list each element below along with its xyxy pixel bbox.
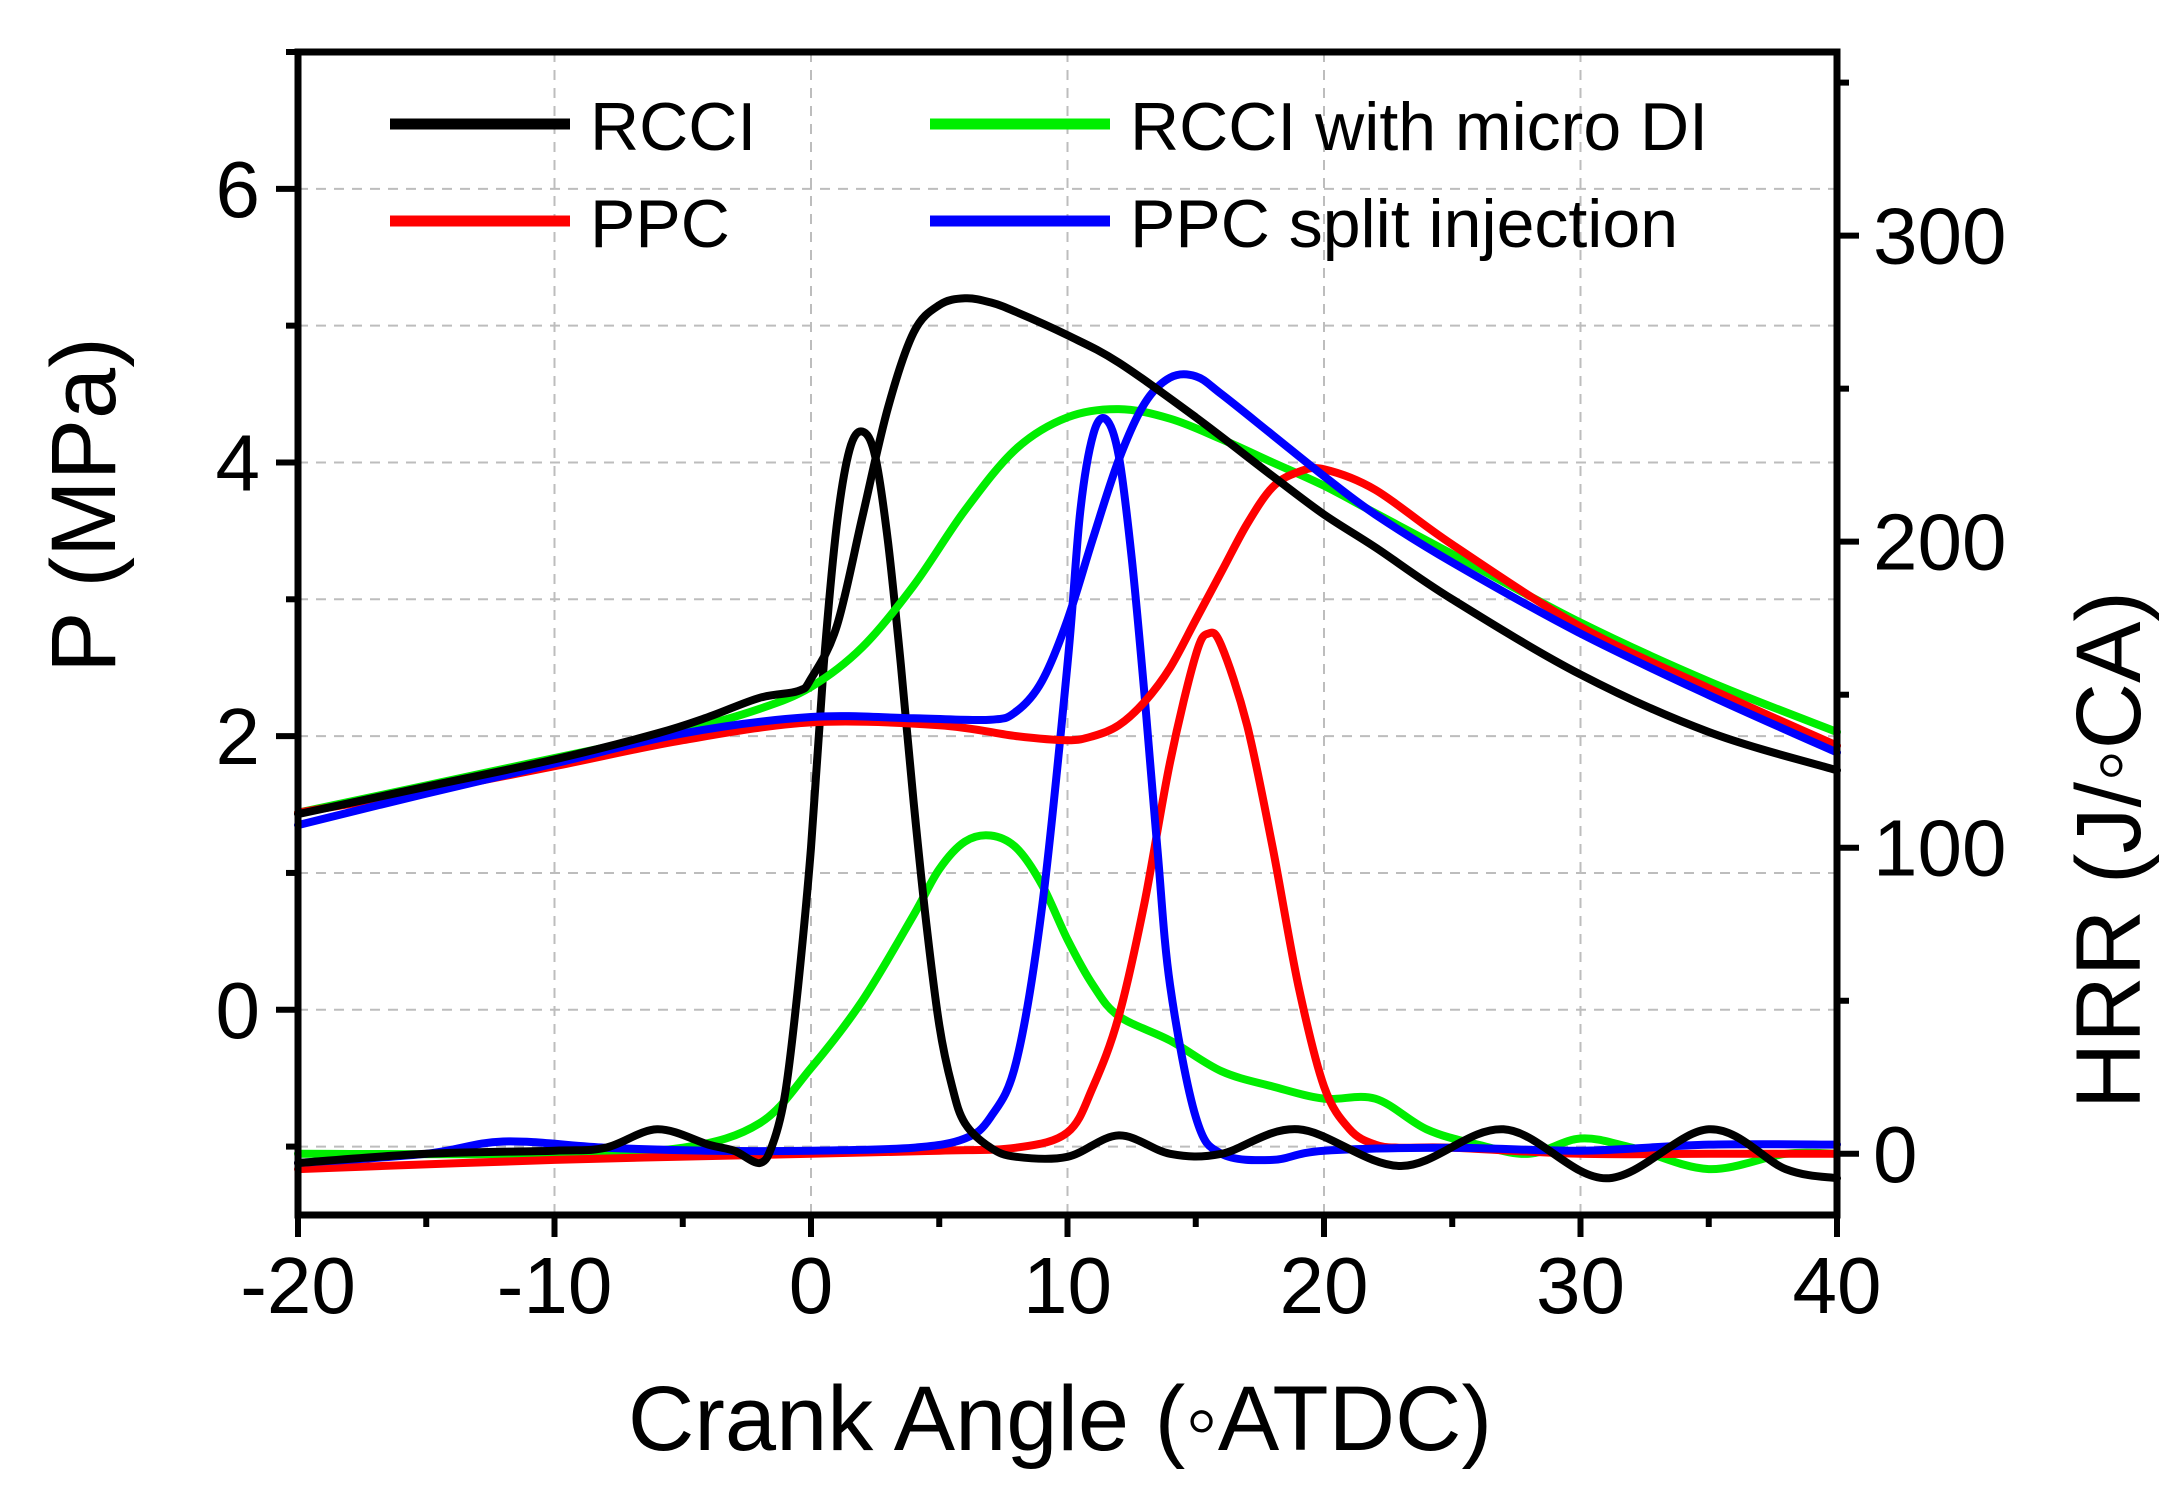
x-tick-label: 0: [789, 1241, 834, 1330]
tick-labels: -20 -10 0 10 20 30 40 0 2 4 6 0 100 200 300: [216, 145, 2007, 1330]
left-y-tick-label: 2: [216, 692, 261, 781]
x-tick-label: 20: [1280, 1241, 1369, 1330]
legend-label-ppc-split-injection: PPC split injection: [1130, 186, 1678, 262]
right-y-tick-label: 0: [1873, 1110, 1918, 1199]
pressure-line-ppc-split-injection: [294, 370, 1841, 830]
legend-label-rcci-with-micro-di: RCCI with micro DI: [1130, 89, 1708, 165]
hrr-line-ppc-split-injection: [294, 414, 1841, 1167]
right-y-tick-label: 300: [1873, 192, 2006, 281]
legend-label-rcci: RCCI: [590, 89, 756, 165]
legend: RCCI PPC RCCI with micro DI PPC split injec…: [390, 89, 1708, 262]
x-tick-label: 10: [1023, 1241, 1112, 1330]
x-tick-label: 40: [1793, 1241, 1882, 1330]
pressure-line-ppc: [294, 464, 1841, 817]
plot-series: [294, 294, 1841, 1183]
x-tick-label: -10: [497, 1241, 613, 1330]
left-y-tick-label: 0: [216, 966, 261, 1055]
pressure-line-rcci: [294, 294, 1841, 819]
right-y-tick-label: 200: [1873, 498, 2006, 587]
legend-label-ppc: PPC: [590, 186, 730, 262]
right-y-tick-label: 100: [1873, 804, 2006, 893]
x-axis-title: Crank Angle (◦ATDC): [628, 1368, 1492, 1470]
left-y-axis-title: P (MPa): [33, 337, 135, 673]
right-y-axis-title: HRR (J/◦CA): [2058, 591, 2160, 1109]
axis-ticks: [276, 49, 1859, 1237]
left-y-tick-label: 6: [216, 145, 261, 234]
left-y-tick-label: 4: [216, 418, 261, 507]
x-tick-label: 30: [1536, 1241, 1625, 1330]
x-tick-label: -20: [240, 1241, 356, 1330]
hrr-line-rcci: [294, 427, 1841, 1183]
